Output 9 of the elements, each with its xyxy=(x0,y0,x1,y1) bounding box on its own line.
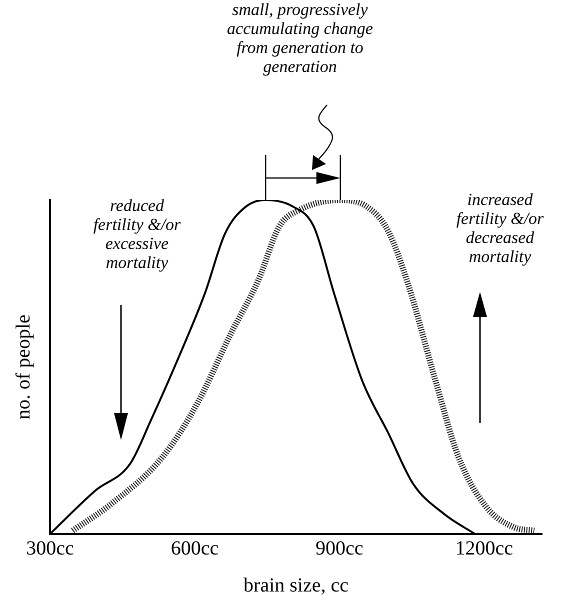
x-tick-label: 1200cc xyxy=(455,537,514,560)
text: small, progressively accumulating change from generation to generation xyxy=(226,0,374,76)
x-tick-label: 600cc xyxy=(170,537,219,560)
x-tick-label: 900cc xyxy=(316,537,364,560)
x-axis-title: brain size, cc xyxy=(244,574,349,596)
annotation: reduced fertility &/or excessive mortality xyxy=(92,196,182,272)
annotation: increased fertility &/or decreased mortality xyxy=(455,190,545,266)
x-tick-label: 300cc xyxy=(26,537,74,560)
y-axis-title: no. of people xyxy=(12,314,34,420)
